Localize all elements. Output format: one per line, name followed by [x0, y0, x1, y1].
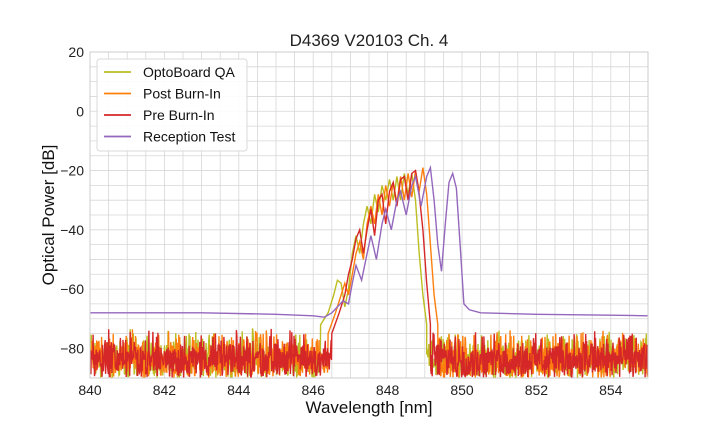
- series-line-3: [90, 164, 648, 318]
- legend-label: Post Burn-In: [143, 86, 221, 102]
- legend-label: Pre Burn-In: [143, 107, 215, 123]
- y-tick-label: 20: [68, 44, 84, 60]
- legend-label: Reception Test: [143, 129, 235, 145]
- x-tick-label: 842: [153, 382, 177, 398]
- x-tick-label: 846: [302, 382, 326, 398]
- y-tick-label: −60: [60, 281, 84, 297]
- x-tick-label: 850: [450, 382, 474, 398]
- series-layer: [90, 164, 648, 378]
- x-tick-label: 840: [78, 382, 102, 398]
- x-tick-labels: 840 842 844 846 848 850 852 854: [78, 382, 622, 398]
- plot-frame: [89, 51, 649, 379]
- y-tick-label: −80: [60, 340, 84, 356]
- legend-label: OptoBoard QA: [143, 64, 235, 80]
- x-axis-label: Wavelength [nm]: [306, 398, 433, 417]
- series-line-2: [90, 169, 648, 378]
- y-tick-label: −40: [60, 222, 84, 238]
- legend-box: [96, 58, 248, 152]
- legend: OptoBoard QA Post Burn-In Pre Burn-In Recep…: [96, 58, 248, 152]
- y-tick-label: 0: [76, 103, 84, 119]
- y-axis-label: Optical Power [dB]: [39, 145, 58, 286]
- chart-title: D4369 V20103 Ch. 4: [290, 31, 449, 50]
- x-tick-label: 848: [376, 382, 400, 398]
- x-tick-label: 854: [599, 382, 623, 398]
- y-tick-labels: −80 −60 −40 −20 0 20: [60, 44, 84, 356]
- y-tick-label: −20: [60, 163, 84, 179]
- x-tick-label: 844: [227, 382, 251, 398]
- x-tick-label: 852: [525, 382, 549, 398]
